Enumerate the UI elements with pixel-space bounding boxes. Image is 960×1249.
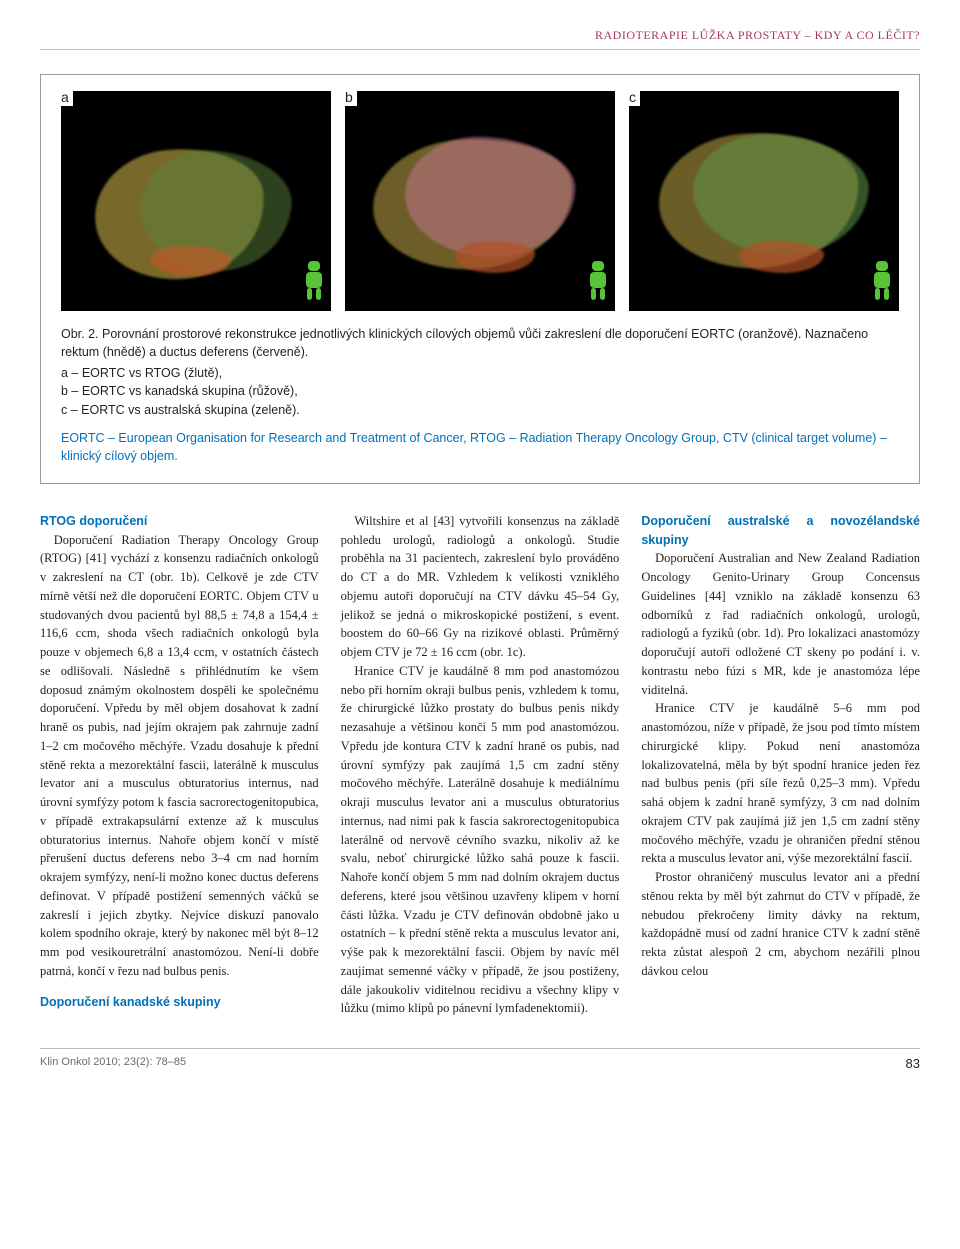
panel-label-c: c — [629, 91, 640, 106]
viewer-widget-icon — [303, 261, 325, 301]
figure-legend-b: b – EORTC vs kanadská skupina (růžově), — [61, 382, 899, 400]
page-footer: Klin Onkol 2010; 23(2): 78–85 83 — [40, 1048, 920, 1071]
body-columns: RTOG doporučení Doporučení Radiation The… — [40, 512, 920, 1018]
section-head-canada: Doporučení kanadské skupiny — [40, 993, 319, 1012]
panel-label-a: a — [61, 91, 73, 106]
body-paragraph: Hranice CTV je kaudálně 8 mm pod anastom… — [341, 662, 620, 1018]
figure-abbreviations: EORTC – European Organisation for Resear… — [61, 429, 899, 465]
figure-legend-c: c – EORTC vs australská skupina (zeleně)… — [61, 401, 899, 419]
body-paragraph: Prostor ohraničený musculus levator ani … — [641, 868, 920, 981]
figure-panel-c: c — [629, 91, 899, 311]
journal-citation: Klin Onkol 2010; 23(2): 78–85 — [40, 1056, 186, 1071]
figure-panels-row: a b c — [61, 91, 899, 311]
figure-legend-a: a – EORTC vs RTOG (žlutě), — [61, 364, 899, 382]
figure-2-box: a b c Obr. 2. Porovnání prostorové rekon… — [40, 74, 920, 484]
panel-b-shape — [455, 241, 535, 273]
figure-caption-title: Obr. 2. Porovnání prostorové rekonstrukc… — [61, 327, 868, 359]
figure-panel-a: a — [61, 91, 331, 311]
section-head-australia: Doporučení australské a novozélandské sk… — [641, 512, 920, 550]
figure-panel-b: b — [345, 91, 615, 311]
body-paragraph: Doporučení Australian and New Zealand Ra… — [641, 549, 920, 699]
figure-caption: Obr. 2. Porovnání prostorové rekonstrukc… — [61, 325, 899, 465]
page-number: 83 — [906, 1056, 920, 1071]
viewer-widget-icon — [587, 261, 609, 301]
body-paragraph: Wiltshire et al [43] vytvořili konsenzus… — [341, 512, 620, 662]
section-head-rtog: RTOG doporučení — [40, 512, 319, 531]
panel-c-shape — [739, 240, 825, 273]
body-paragraph: Hranice CTV je kaudálně 5–6 mm pod anast… — [641, 699, 920, 868]
viewer-widget-icon — [871, 261, 893, 301]
body-paragraph: Doporučení Radiation Therapy Oncology Gr… — [40, 531, 319, 981]
running-head: RADIOTERAPIE LŮŽKA PROSTATY – KDY A CO L… — [40, 28, 920, 50]
panel-label-b: b — [345, 91, 357, 106]
